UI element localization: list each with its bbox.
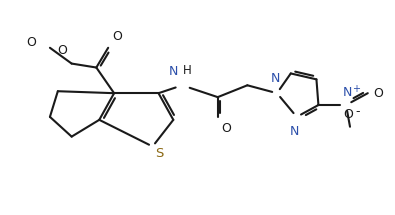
Text: O: O	[343, 108, 353, 121]
Text: O: O	[112, 30, 122, 43]
Text: S: S	[155, 147, 164, 160]
Text: -: -	[355, 105, 359, 118]
Text: O: O	[222, 122, 231, 135]
Text: O: O	[374, 87, 384, 100]
Text: H: H	[183, 64, 192, 77]
Text: O: O	[26, 36, 36, 49]
Text: O: O	[57, 44, 67, 57]
Text: N: N	[342, 86, 352, 99]
Text: N: N	[270, 72, 280, 85]
Text: +: +	[352, 84, 360, 94]
Text: N: N	[290, 125, 299, 138]
Text: N: N	[169, 65, 178, 78]
